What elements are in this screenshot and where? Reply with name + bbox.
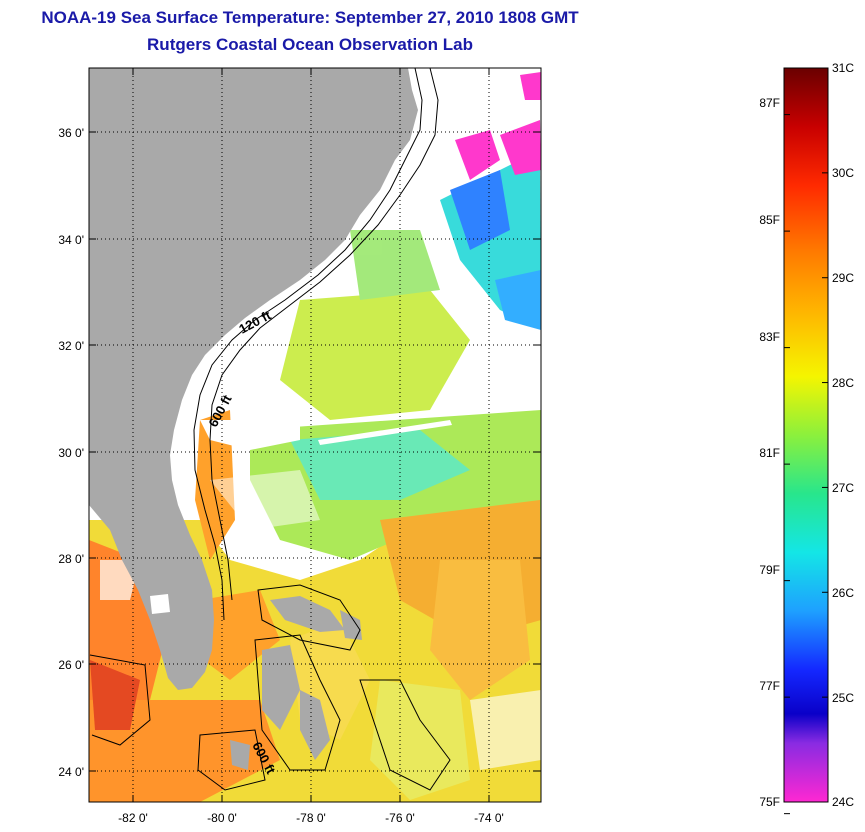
lat-tick-label-24: 24 0': [58, 765, 84, 779]
colorbar-celsius-25: 25C: [832, 691, 854, 705]
grid-lines: [89, 68, 541, 802]
colorbar: [783, 67, 829, 803]
lake: [150, 594, 170, 614]
colorbar-fahrenheit-85: 85F: [759, 213, 780, 227]
map-subtitle: Rutgers Coastal Ocean Observation Lab: [147, 35, 473, 54]
colorbar-fahrenheit-83: 83F: [759, 330, 780, 344]
map-title: NOAA-19 Sea Surface Temperature: Septemb…: [41, 8, 579, 27]
axis-ticks: [89, 68, 541, 802]
lon-tick-label-80: -80 0': [207, 811, 237, 825]
colorbar-fahrenheit-81: 81F: [759, 446, 780, 460]
lon-tick-label-78: -78 0': [296, 811, 326, 825]
lat-tick-label-28: 28 0': [58, 552, 84, 566]
colorbar-fahrenheit-87: 87F: [759, 96, 780, 110]
colorbar-celsius-30: 30C: [832, 166, 854, 180]
island: [262, 645, 300, 730]
island: [270, 596, 345, 632]
lon-tick-label-82: -82 0': [118, 811, 148, 825]
lat-tick-label-34: 34 0': [58, 233, 84, 247]
lat-tick-label-32: 32 0': [58, 339, 84, 353]
lat-tick-label-26: 26 0': [58, 658, 84, 672]
lon-tick-label-74: -74 0': [474, 811, 504, 825]
colorbar-celsius-27: 27C: [832, 481, 854, 495]
colorbar-fahrenheit-75: 75F: [759, 795, 780, 809]
island: [340, 610, 362, 640]
colorbar-celsius-24: 24C: [832, 795, 854, 809]
colorbar-celsius-28: 28C: [832, 376, 854, 390]
island: [300, 690, 330, 760]
colorbar-fahrenheit-77: 77F: [759, 679, 780, 693]
lon-tick-label-76: -76 0': [385, 811, 415, 825]
island: [230, 740, 250, 770]
map-frame: [88, 67, 542, 803]
colorbar-celsius-26: 26C: [832, 586, 854, 600]
colorbar-celsius-31: 31C: [832, 61, 854, 75]
colorbar-celsius-29: 29C: [832, 271, 854, 285]
land-mass: [89, 68, 418, 690]
colorbar-fahrenheit-79: 79F: [759, 563, 780, 577]
lat-tick-label-36: 36 0': [58, 126, 84, 140]
colorbar-ticks: [784, 67, 828, 815]
lat-tick-label-30: 30 0': [58, 446, 84, 460]
